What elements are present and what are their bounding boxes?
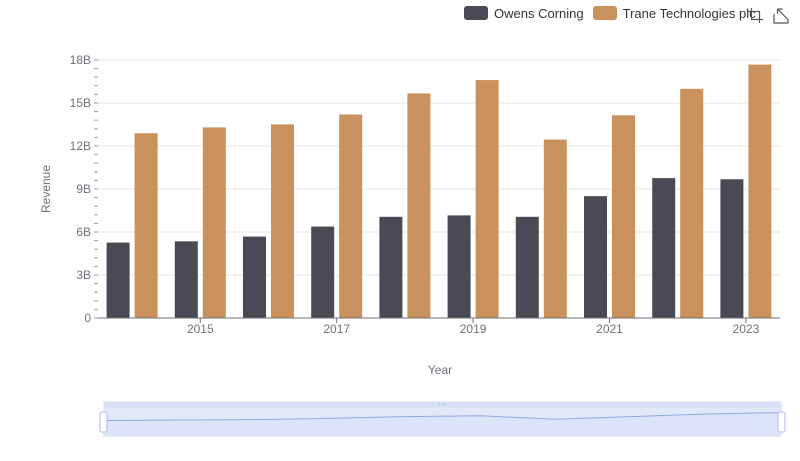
bar-owens-corning-2018[interactable] [379,216,403,318]
bar-trane-technologies-2019[interactable] [475,80,499,318]
restore-icon[interactable] [773,7,790,24]
x-axis-tick-labels: 2015 2017 2019 2021 2023 [187,322,760,336]
bar-trane-technologies-2022[interactable] [680,88,704,318]
legend: Owens Corning Trane Technologies plc [464,4,765,22]
legend-swatch-owens-corning [464,6,488,20]
bars [106,64,772,319]
legend-item-owens-corning[interactable]: Owens Corning [464,6,584,21]
legend-item-trane-technologies[interactable]: Trane Technologies plc [592,5,756,21]
bar-trane-technologies-2021[interactable] [612,115,635,319]
x-tick-label: 2015 [187,322,214,336]
x-tick-label: 2023 [733,322,760,336]
bar-trane-technologies-2017[interactable] [339,114,363,318]
y-axis-title: Revenue [39,165,53,213]
y-minor-ticks [94,59,98,319]
legend-swatch-trane-technologies [592,6,617,20]
bar-owens-corning-2021[interactable] [584,196,607,318]
x-tick-label: 2021 [596,322,623,336]
bar-trane-technologies-2014[interactable] [134,133,158,318]
y-tick-label: 15B [70,96,91,110]
legend-label-owens-corning: Owens Corning [494,5,584,21]
zoom-icon[interactable] [747,7,764,24]
x-axis-ticks [199,318,747,323]
data-zoom-selected-window[interactable] [104,408,781,436]
data-zoom-grip-icon [438,403,446,406]
bar-owens-corning-2014[interactable] [106,242,130,318]
bar-owens-corning-2020[interactable] [515,216,539,318]
x-tick-label: 2019 [460,322,487,336]
bar-owens-corning-2022[interactable] [652,178,676,318]
data-zoom-preview-line [103,412,782,421]
bar-owens-corning-2016[interactable] [243,236,266,318]
bar-owens-corning-2015[interactable] [174,241,198,318]
y-tick-label: 12B [70,139,91,153]
y-tick-label: 3B [76,268,91,282]
y-tick-label: 9B [76,182,91,196]
y-tick-label: 6B [76,225,91,239]
legend-label-trane-technologies: Trane Technologies plc [622,5,756,21]
y-tick-label: 18B [70,53,91,67]
grid-lines [98,59,780,276]
y-axis-tick-labels: 0 3B 6B 9B 12B 15B 18B [70,53,92,325]
bar-trane-technologies-2015[interactable] [202,127,226,318]
x-axis-title: Year [428,363,452,377]
bar-owens-corning-2017[interactable] [311,226,335,318]
data-zoom-handle-left[interactable] [99,411,108,433]
y-tick-label: 0 [84,311,91,325]
bar-owens-corning-2023[interactable] [720,179,744,318]
bar-trane-technologies-2023[interactable] [748,64,772,318]
bar-trane-technologies-2020[interactable] [543,139,567,318]
bar-owens-corning-2019[interactable] [447,215,471,318]
bar-trane-technologies-2016[interactable] [271,124,294,319]
data-zoom-slider[interactable] [99,401,786,437]
x-tick-label: 2017 [323,322,350,336]
bar-trane-technologies-2018[interactable] [407,93,431,318]
data-zoom-handle-right[interactable] [777,411,786,433]
